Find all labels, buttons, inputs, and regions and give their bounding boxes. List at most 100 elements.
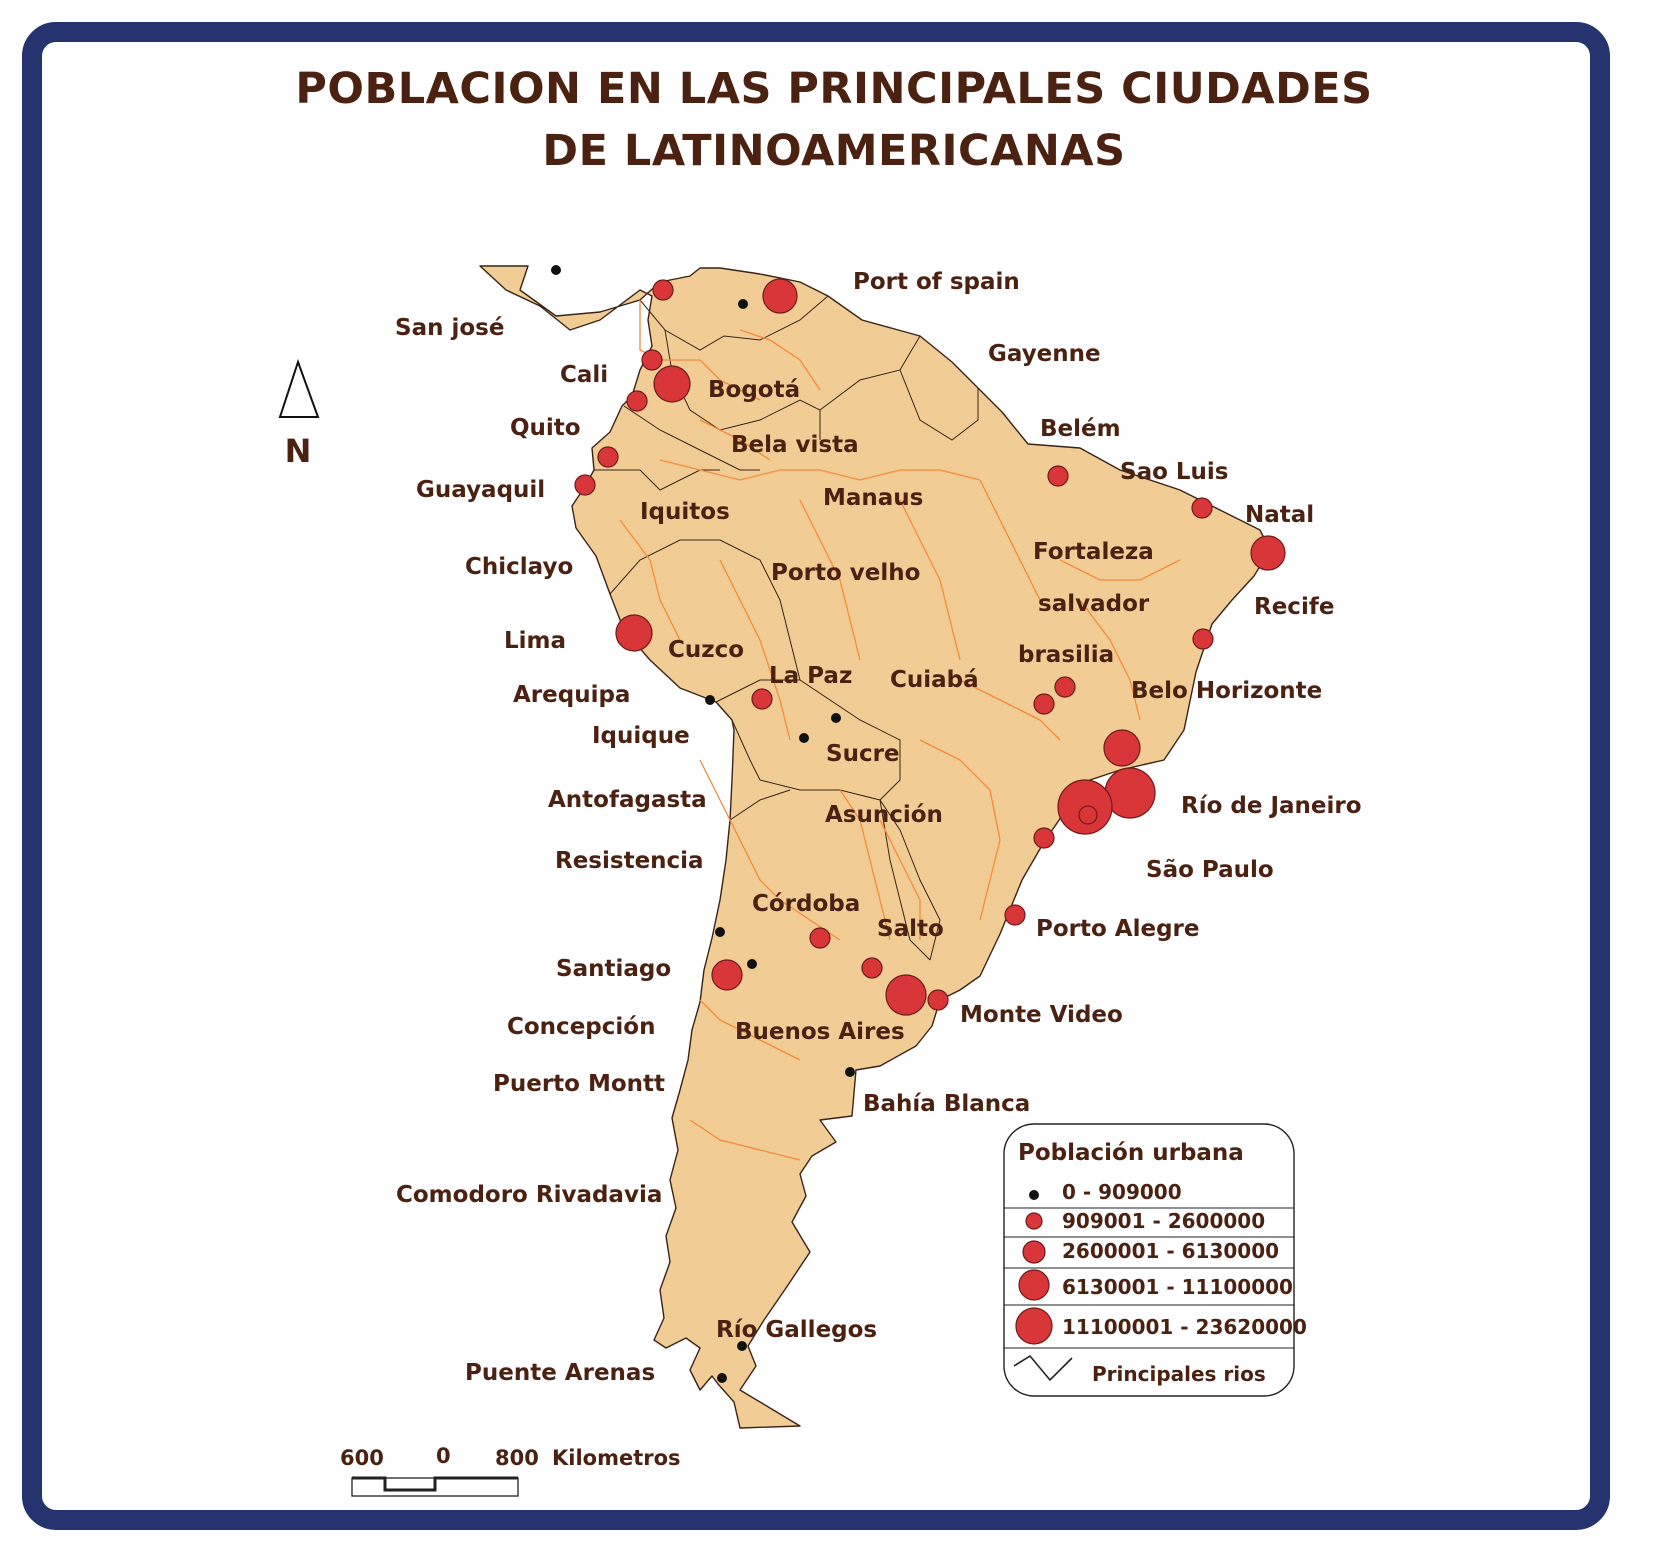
- city-bubble-la-paz: [751, 688, 773, 710]
- label-brasilia: brasilia: [1018, 642, 1114, 668]
- city-bubble-belo-horizonte: [1103, 729, 1141, 767]
- label-puente-arenas: Puente Arenas: [465, 1360, 655, 1386]
- city-labels: Port of spain San josé Gayenne Cali Bogo…: [395, 269, 1362, 1386]
- label-gayenne: Gayenne: [988, 341, 1101, 367]
- label-puerto-montt: Puerto Montt: [493, 1071, 665, 1097]
- legend-symbol-class-5: [1015, 1307, 1053, 1345]
- city-bubble-salto: [861, 957, 883, 979]
- legend-class-4: 6130001 - 11100000: [1062, 1275, 1293, 1299]
- city-bubble-curitiba: [1033, 827, 1055, 849]
- title-line-1: POBLACION EN LAS PRINCIPALES CIUDADES: [295, 64, 1373, 114]
- label-guayaquil: Guayaquil: [416, 477, 545, 503]
- legend-class-3: 2600001 - 6130000: [1062, 1239, 1279, 1263]
- label-manaus: Manaus: [823, 485, 923, 511]
- scale-middle: 0: [436, 1444, 451, 1468]
- city-bubble-port-of-spain: [762, 278, 798, 314]
- label-cordoba: Córdoba: [752, 891, 860, 917]
- title-line-2: DE LATINOAMERICANAS: [542, 126, 1126, 176]
- city-dot-bahia-blanca: [845, 1067, 855, 1077]
- label-sao-paulo: São Paulo: [1146, 857, 1274, 883]
- city-bubble-barranquilla: [652, 279, 674, 301]
- legend-symbol-class-1: [1029, 1190, 1039, 1200]
- scale-bar-ticks: [352, 1476, 518, 1492]
- scale-right: 800: [495, 1446, 539, 1470]
- city-bubble-quito: [597, 446, 619, 468]
- legend-river-icon: [1013, 1354, 1073, 1382]
- city-dot-sucre-2: [799, 733, 809, 743]
- city-bubble-belem: [1047, 465, 1069, 487]
- label-arequipa: Arequipa: [513, 682, 630, 708]
- label-antofagasta: Antofagasta: [548, 787, 707, 813]
- label-cali: Cali: [560, 362, 608, 388]
- city-bubble-fortaleza: [1250, 535, 1286, 571]
- city-bubble-guayaquil: [574, 474, 596, 496]
- legend-box: [1003, 1123, 1295, 1397]
- scale-left: 600: [340, 1446, 384, 1470]
- legend: Población urbana 0 - 909000 909001 - 260…: [1003, 1123, 1307, 1397]
- north-arrow: N: [278, 358, 320, 470]
- city-dot-caracas: [738, 299, 748, 309]
- label-santiago: Santiago: [556, 956, 671, 982]
- label-fortaleza: Fortaleza: [1033, 539, 1154, 565]
- label-cuzco: Cuzco: [668, 637, 744, 663]
- label-natal: Natal: [1245, 502, 1314, 528]
- city-bubble-buenos-aires: [885, 974, 927, 1016]
- city-bubble-recife: [1192, 628, 1214, 650]
- city-bubble-sao-paulo-inner: [1078, 805, 1098, 825]
- city-dot-sucre-1: [831, 713, 841, 723]
- label-resistencia: Resistencia: [555, 848, 704, 874]
- city-bubble-cali: [626, 390, 648, 412]
- label-la-paz: La Paz: [769, 663, 852, 689]
- label-port-of-spain: Port of spain: [853, 269, 1020, 295]
- label-iquitos: Iquitos: [640, 499, 730, 525]
- label-rio-gallegos: Río Gallegos: [716, 1317, 877, 1343]
- label-salvador: salvador: [1038, 591, 1150, 617]
- city-bubble-porto-alegre: [1004, 904, 1026, 926]
- label-buenos-aires: Buenos Aires: [735, 1019, 905, 1045]
- label-asuncion: Asunción: [825, 802, 943, 828]
- label-bela-vista: Bela vista: [731, 432, 859, 458]
- label-sucre: Sucre: [826, 741, 900, 767]
- label-sao-luis: Sao Luis: [1120, 459, 1229, 485]
- city-bubble-brasilia-1: [1054, 676, 1076, 698]
- city-dot-antofagasta: [715, 927, 725, 937]
- city-bubble-sao-luis: [1191, 497, 1213, 519]
- legend-class-1: 0 - 909000: [1062, 1180, 1182, 1204]
- city-bubble-santiago: [711, 959, 743, 991]
- label-iquique: Iquique: [592, 723, 690, 749]
- legend-symbol-class-3: [1022, 1240, 1046, 1264]
- city-markers: [551, 265, 1286, 1383]
- label-bahia-blanca: Bahía Blanca: [863, 1091, 1030, 1117]
- label-comodoro-rivadavia: Comodoro Rivadavia: [396, 1182, 662, 1208]
- legend-symbol-class-2: [1025, 1212, 1043, 1230]
- city-bubble-monte-video: [927, 989, 949, 1011]
- country-borders: [594, 295, 979, 961]
- south-america-land: [479, 265, 1271, 1429]
- city-bubble-bogota: [653, 365, 691, 403]
- city-dot-puente-arenas: [717, 1373, 727, 1383]
- scale-bar: 600 0 800 Kilometros: [340, 1444, 681, 1497]
- label-chiclayo: Chiclayo: [465, 554, 573, 580]
- city-bubble-medellin: [641, 349, 663, 371]
- label-porto-alegre: Porto Alegre: [1036, 916, 1200, 942]
- label-porto-velho: Porto velho: [771, 560, 920, 586]
- legend-class-5: 11100001 - 23620000: [1062, 1315, 1307, 1339]
- label-bogota: Bogotá: [708, 377, 800, 403]
- city-dot-concepcion: [747, 959, 757, 969]
- legend-class-2: 909001 - 2600000: [1062, 1209, 1265, 1233]
- label-belo-horizonte: Belo Horizonte: [1131, 678, 1322, 704]
- label-monte-video: Monte Video: [960, 1002, 1123, 1028]
- city-bubble-lima: [615, 614, 653, 652]
- city-bubble-rio-de-janeiro: [1104, 767, 1156, 819]
- city-dot-rio-gallegos: [737, 1341, 747, 1351]
- label-recife: Recife: [1254, 594, 1334, 620]
- scale-unit: Kilometros: [552, 1446, 681, 1470]
- legend-rivers-label: Principales rios: [1092, 1362, 1266, 1386]
- legend-symbol-class-4: [1018, 1269, 1050, 1301]
- city-bubble-cordoba: [809, 927, 831, 949]
- label-quito: Quito: [510, 415, 581, 441]
- label-cuiaba: Cuiabá: [890, 667, 979, 693]
- label-belem: Belém: [1040, 416, 1121, 442]
- label-lima: Lima: [504, 628, 566, 654]
